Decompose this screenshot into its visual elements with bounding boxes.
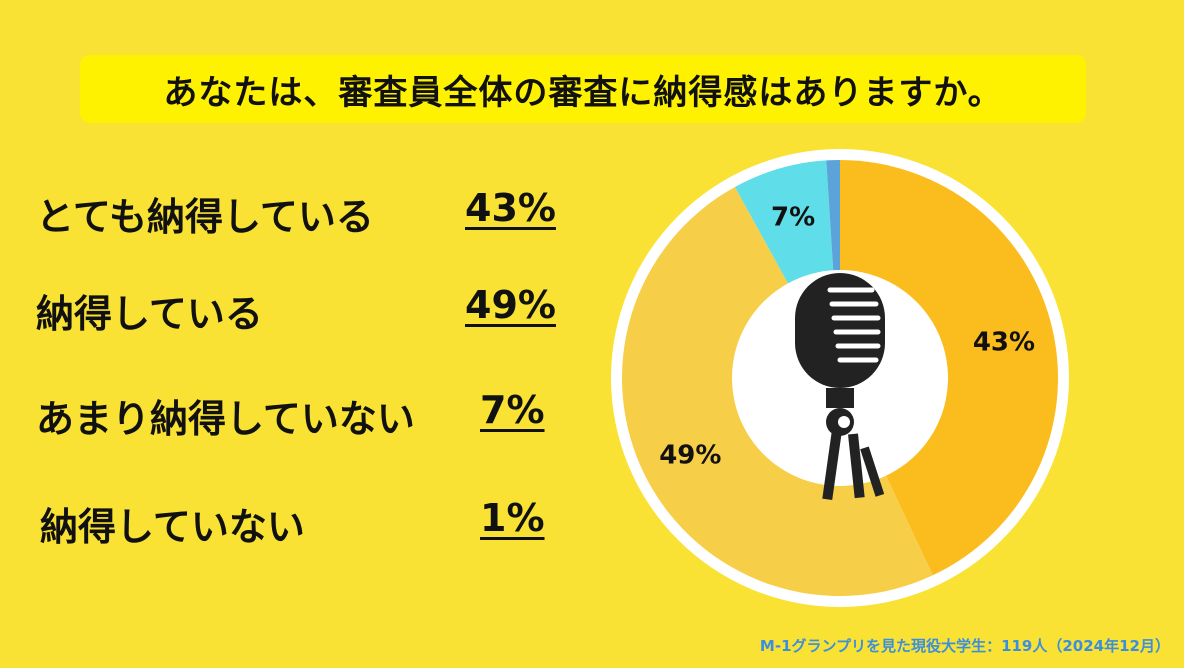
legend-value: 1% <box>480 496 545 540</box>
donut-chart: 43% 49% 7% <box>611 149 1069 607</box>
legend-value: 49% <box>465 283 556 327</box>
legend-value: 43% <box>465 186 556 230</box>
slice-label: 49% <box>659 440 721 470</box>
legend-label: とても納得している <box>36 195 374 239</box>
legend-row: とても納得している 43% <box>0 178 570 239</box>
legend-label: あまり納得していない <box>36 397 415 441</box>
pie-slice <box>840 160 1058 576</box>
legend-row: 納得していない 1% <box>0 488 570 549</box>
slice-label: 7% <box>771 203 815 233</box>
title-banner: あなたは、審査員全体の審査に納得感はありますか。 <box>80 55 1086 123</box>
legend-value: 7% <box>480 388 545 432</box>
legend-row: あまり納得していない 7% <box>0 380 570 441</box>
chart-title: あなたは、審査員全体の審査に納得感はありますか。 <box>163 72 1003 113</box>
legend-label: 納得していない <box>40 505 305 549</box>
legend-row: 納得している 49% <box>0 275 570 336</box>
microphone-icon <box>795 273 885 501</box>
footnote: M-1グランプリを見た現役大学生：119人（2024年12月） <box>759 637 1170 655</box>
legend-label: 納得している <box>36 292 263 336</box>
slice-label: 43% <box>973 327 1035 357</box>
